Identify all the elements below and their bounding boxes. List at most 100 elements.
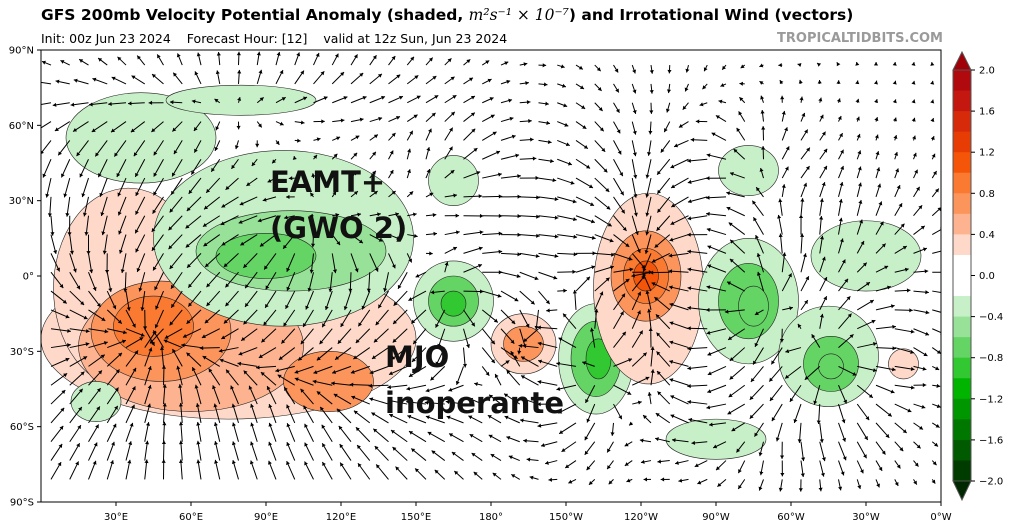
wind-vector-head xyxy=(641,275,645,280)
wind-vector-head xyxy=(535,175,539,181)
wind-vector-head xyxy=(193,126,198,131)
wind-vector-head xyxy=(408,258,412,263)
wind-vector-head xyxy=(781,184,786,188)
wind-vector-head xyxy=(231,164,236,169)
wind-vector-head xyxy=(123,330,127,335)
wind-vector-head xyxy=(632,89,637,94)
wind-vector-head xyxy=(779,338,784,343)
wind-vector-head xyxy=(759,168,764,172)
wind-vector-head xyxy=(358,239,363,244)
wind-vector-head xyxy=(219,358,224,363)
wind-vector-head xyxy=(62,299,67,304)
wind-vector-head xyxy=(98,370,102,375)
wind-vector-head xyxy=(586,418,591,423)
wind-vector-head xyxy=(149,339,154,344)
wind-vector-head xyxy=(526,100,531,105)
wind-vector-head xyxy=(194,148,198,153)
wind-vector-head xyxy=(137,55,141,60)
wind-vector-head xyxy=(147,366,152,371)
wind-vector-head xyxy=(921,404,926,409)
wind-vector-head xyxy=(727,410,732,415)
wind-vector-head xyxy=(100,354,105,359)
wind-vector-head xyxy=(95,152,100,157)
wind-vector-head xyxy=(761,126,766,130)
wind-vector-head xyxy=(67,232,72,236)
wind-vector-head xyxy=(389,170,394,175)
wind-vector-head xyxy=(171,303,175,308)
wind-vector-head xyxy=(237,97,242,101)
wind-vector-head xyxy=(202,356,207,360)
wind-vector-head xyxy=(664,128,668,133)
wind-vector-head xyxy=(914,169,918,174)
wind-vector-head xyxy=(707,389,712,394)
wind-vector-head xyxy=(169,264,174,269)
wind-vector-head xyxy=(53,250,58,254)
wind-vector-head xyxy=(355,339,360,344)
wind-vector-head xyxy=(195,403,200,408)
colorbar-segment xyxy=(953,172,971,194)
wind-vector-head xyxy=(272,159,276,164)
wind-vector-head xyxy=(416,95,421,100)
wind-vector-head xyxy=(610,265,614,270)
wind-vector-head xyxy=(353,54,358,59)
wind-vector-head xyxy=(199,345,204,351)
wind-vector-head xyxy=(391,355,396,360)
wind-vector-head xyxy=(523,62,528,67)
anomaly-contour xyxy=(818,353,844,380)
wind-vector-head xyxy=(424,400,429,405)
wind-vector-head xyxy=(117,192,122,197)
wind-vector-head xyxy=(294,377,299,382)
wind-vector-head xyxy=(665,108,670,113)
wind-vector-head xyxy=(670,414,675,419)
wind-vector-head xyxy=(537,341,542,346)
wind-vector-head xyxy=(633,193,638,198)
colorbar-tick-label: −0.8 xyxy=(979,353,1003,364)
wind-vector-head xyxy=(448,387,453,392)
wind-vector-head xyxy=(164,334,169,339)
wind-vector-head xyxy=(431,450,436,455)
wind-vector-head xyxy=(310,243,316,248)
wind-vector-head xyxy=(349,382,354,387)
wind-vector-head xyxy=(687,179,692,184)
wind-vector-head xyxy=(132,323,136,328)
wind-vector-head xyxy=(324,306,329,310)
wind-vector-head xyxy=(619,172,623,177)
wind-vector-head xyxy=(573,234,578,239)
wind-vector-head xyxy=(669,359,674,364)
wind-vector-head xyxy=(143,326,148,330)
wind-vector-head xyxy=(935,366,940,371)
wind-vector-head xyxy=(231,460,236,465)
wind-vector-head xyxy=(409,191,414,196)
wind-vector-head xyxy=(666,89,672,94)
wind-vector-head xyxy=(169,100,174,105)
wind-vector-head xyxy=(79,173,84,178)
wind-vector-head xyxy=(226,369,230,374)
wind-vector-head xyxy=(657,208,662,213)
wind-vector-head xyxy=(935,423,940,428)
wind-vector-head xyxy=(196,440,201,445)
wind-vector-head xyxy=(590,202,595,206)
wind-vector-head xyxy=(466,344,471,348)
wind-vector-head xyxy=(625,278,630,283)
wind-vector-head xyxy=(609,238,614,243)
wind-vector-head xyxy=(778,487,783,492)
colorbar-tick-label: 1.6 xyxy=(979,107,995,118)
wind-vector-head xyxy=(494,373,499,378)
wind-vector-head xyxy=(258,69,263,74)
wind-vector-head xyxy=(178,440,184,445)
wind-vector-head xyxy=(286,423,291,428)
wind-vector xyxy=(41,121,52,129)
wind-vector-head xyxy=(525,81,529,86)
wind-vector-head xyxy=(669,237,674,242)
wind-vector-head xyxy=(657,459,662,464)
anomaly-contour xyxy=(738,285,769,327)
wind-vector-head xyxy=(101,317,106,321)
wind-vector-head xyxy=(466,59,471,64)
wind-vector-head xyxy=(797,63,802,68)
wind-vector-head xyxy=(687,326,691,331)
wind-vector-head xyxy=(131,386,136,391)
wind-vector-head xyxy=(632,152,637,157)
wind-vector-head xyxy=(265,303,269,308)
wind-vector-head xyxy=(153,330,157,335)
wind-vector-head xyxy=(561,448,566,452)
